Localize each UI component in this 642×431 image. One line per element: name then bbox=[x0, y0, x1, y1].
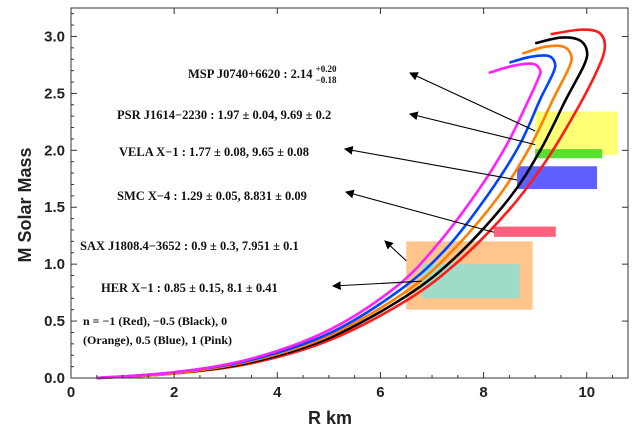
region-msp-j0740-6620 bbox=[535, 111, 618, 155]
x-tick-label: 2 bbox=[170, 384, 178, 401]
x-tick-label: 0 bbox=[67, 384, 75, 401]
series-note: n = −1 (Red), −0.5 (Black), 0 (Orange), … bbox=[83, 314, 232, 347]
x-tick-label: 4 bbox=[273, 384, 282, 401]
region-her-x-1 bbox=[421, 264, 520, 299]
y-tick-label: 1.5 bbox=[44, 199, 65, 216]
arrow-msp-j0740-6620 bbox=[409, 72, 536, 132]
annotation-sax-j1808: SAX J1808.4−3652 : 0.9 ± 0.3, 7.951 ± 0.… bbox=[80, 239, 299, 253]
arrow-psr-j1614-2230 bbox=[408, 111, 536, 146]
x-axis-title: R km bbox=[308, 408, 352, 428]
region-smc-x-4 bbox=[493, 226, 556, 237]
y-tick-label: 0.0 bbox=[44, 370, 65, 387]
annotation-arrows bbox=[331, 72, 536, 290]
annotation-psr-j1614: PSR J1614−2230 : 1.97 ± 0.04, 9.69 ± 0.2 bbox=[117, 108, 331, 122]
y-tick-label: 3.0 bbox=[44, 28, 65, 45]
axes: 0 2 4 6 8 10 0.0 0.5 1.0 1.5 2.0 2.5 3.0 bbox=[44, 7, 629, 401]
series-note-line-2: (Orange), 0.5 (Blue), 1 (Pink) bbox=[83, 333, 232, 347]
x-tick-label: 6 bbox=[376, 384, 384, 401]
series-note-line-1: n = −1 (Red), −0.5 (Black), 0 bbox=[83, 314, 227, 328]
annotation-msp-j0740: MSP J0740+6620 : 2.14 +0.20 −0.18 bbox=[188, 61, 340, 85]
arrow-sax-j1808-4-3652 bbox=[384, 240, 407, 262]
arrow-vela-x-1 bbox=[343, 146, 518, 181]
x-tick-label: 10 bbox=[578, 384, 595, 401]
annotation-smc-x4: SMC X−4 : 1.29 ± 0.05, 8.831 ± 0.09 bbox=[117, 189, 307, 203]
pulsar-annotations: MSP J0740+6620 : 2.14 +0.20 −0.18 PSR J1… bbox=[80, 61, 340, 295]
mass-radius-curves bbox=[96, 28, 607, 380]
annotation-vela-x1: VELA X−1 : 1.77 ± 0.08, 9.65 ± 0.08 bbox=[119, 145, 309, 159]
annotation-msp-sup: +0.20 bbox=[316, 64, 337, 74]
y-tick-label: 0.5 bbox=[44, 313, 65, 330]
annotation-msp-sub: −0.18 bbox=[316, 75, 337, 85]
y-tick-label: 2.0 bbox=[44, 142, 65, 159]
curve-pink bbox=[96, 62, 542, 380]
y-tick-label: 1.0 bbox=[44, 256, 65, 273]
region-psr-j1614-2230 bbox=[535, 149, 603, 159]
y-axis-title: M Solar Mass bbox=[15, 147, 35, 262]
curve-blue bbox=[96, 54, 557, 380]
arrow-smc-x-4 bbox=[344, 189, 495, 233]
arrow-her-x-1 bbox=[331, 280, 422, 290]
y-tick-label: 2.5 bbox=[44, 85, 65, 102]
x-tick-label: 8 bbox=[479, 384, 487, 401]
annotation-her-x1: HER X−1 : 0.85 ± 0.15, 8.1 ± 0.41 bbox=[101, 281, 278, 295]
plot-frame bbox=[70, 7, 629, 379]
